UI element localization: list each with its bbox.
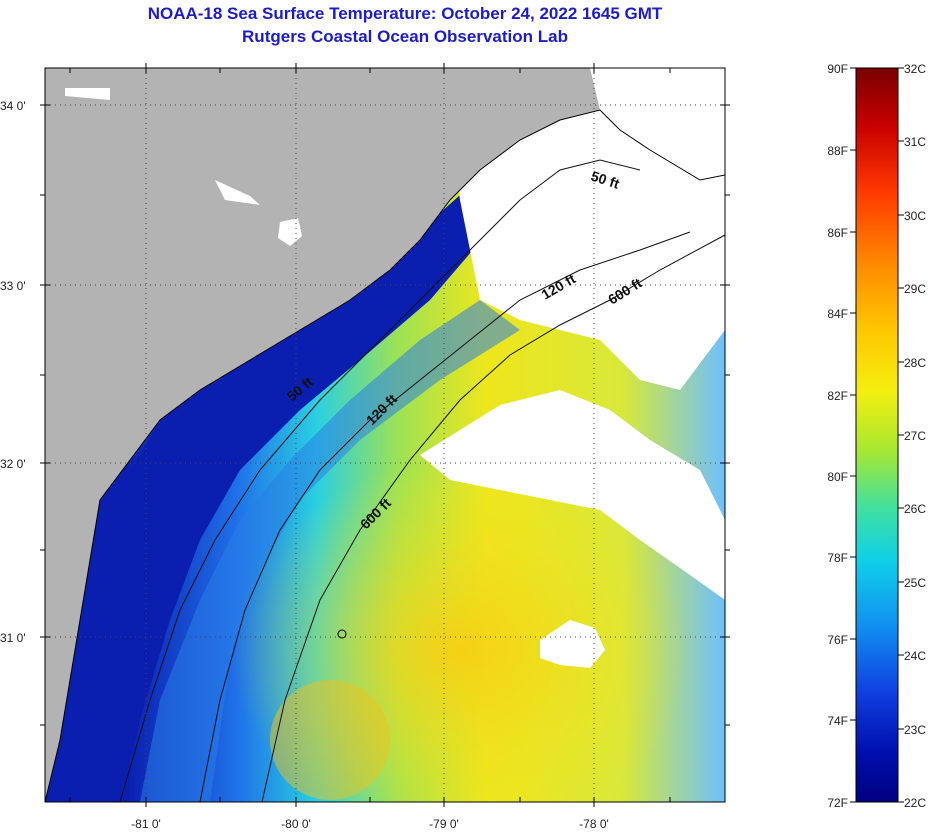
map-title: NOAA-18 Sea Surface Temperature: October… (147, 4, 663, 23)
contour-120ft (199, 231, 691, 802)
land-mass (45, 68, 600, 802)
colorbar-scale (855, 67, 899, 803)
colorbar-f-label: 82F (827, 389, 848, 403)
cloud-patch-south (540, 620, 605, 668)
colorbar-c-label: 32C (904, 62, 926, 76)
colorbar-c-label: 31C (904, 135, 926, 149)
colorbar-f-label: 84F (827, 307, 848, 321)
fahrenheit-labels: 90F 88F 86F 84F 82F 80F 78F 76F 74F 72F (827, 62, 848, 810)
inland-lake-3 (215, 180, 260, 205)
ticks (40, 63, 730, 807)
lon-label: -78 0' (579, 817, 609, 831)
colorbar-f-label: 74F (827, 714, 848, 728)
colorbar-c-label: 28C (904, 356, 926, 370)
colorbar-c-label: 29C (904, 282, 926, 296)
contour-600ft (261, 234, 725, 802)
inland-lake-2 (65, 88, 110, 100)
colorbar-f-label: 76F (827, 633, 848, 647)
colorbar-ticks (850, 67, 904, 803)
colorbar-c-label: 26C (904, 502, 926, 516)
colorbar-c-label: 24C (904, 649, 926, 663)
cloud-cover-east (420, 390, 725, 600)
colorbar-c-label: 27C (904, 429, 926, 443)
transition-water (140, 300, 520, 802)
lat-label: 33 0' (0, 279, 26, 293)
celsius-labels: 32C 31C 30C 29C 28C 27C 26C 25C 24C 23C … (904, 62, 926, 810)
contour-50ft (119, 159, 641, 802)
colorbar-f-label: 86F (827, 226, 848, 240)
colorbar-f-label: 80F (827, 470, 848, 484)
lat-label: 32 0' (0, 457, 26, 471)
warmest-patch (270, 680, 390, 800)
colorbar-f-label: 72F (827, 796, 848, 810)
lon-label: -81 0' (131, 817, 161, 831)
graticule (45, 68, 725, 802)
colorbar-c-label: 22C (904, 796, 926, 810)
buoy-marker[interactable] (337, 629, 347, 639)
lon-label: -80 0' (281, 817, 311, 831)
cold-nearshore-water (45, 195, 490, 802)
lon-label: -79 0' (429, 817, 459, 831)
lat-label: 31 0' (0, 631, 26, 645)
colorbar-f-label: 90F (827, 62, 848, 76)
colorbar-f-label: 88F (827, 144, 848, 158)
cloud-cover-north (440, 68, 725, 390)
colorbar-c-label: 23C (904, 723, 926, 737)
map-frame (44, 67, 726, 803)
map-subtitle: Rutgers Coastal Ocean Observation Lab (242, 27, 568, 46)
colorbar-c-label: 25C (904, 576, 926, 590)
coastline (45, 109, 725, 802)
colorbar-c-label: 30C (904, 209, 926, 223)
colorbar-f-label: 78F (827, 551, 848, 565)
lat-label: 34 0' (0, 99, 26, 113)
